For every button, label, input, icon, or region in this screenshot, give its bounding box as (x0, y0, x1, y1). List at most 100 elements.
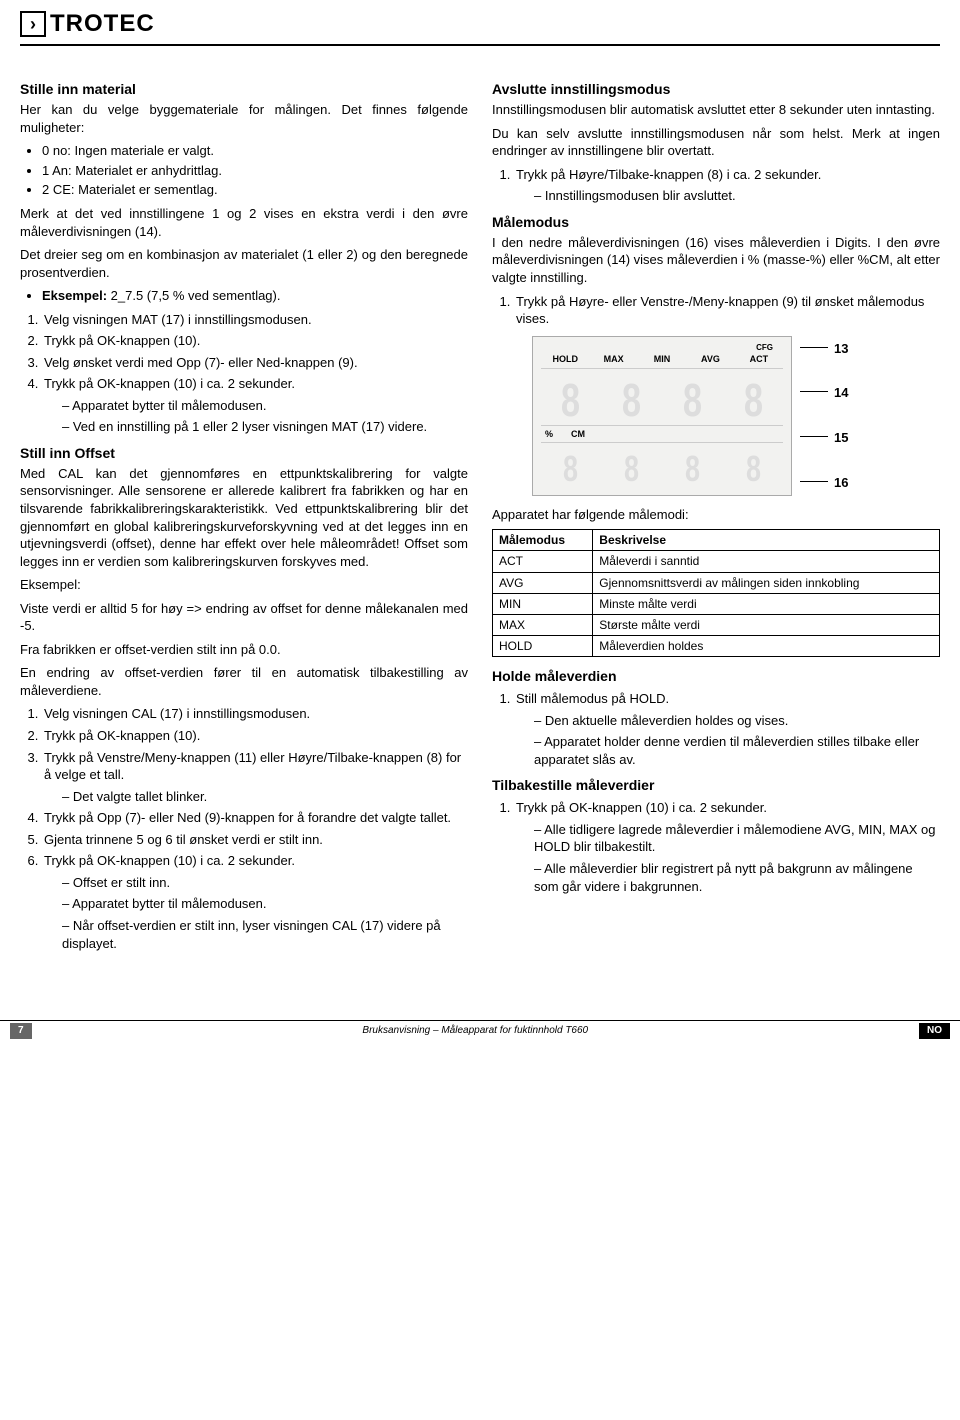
table-row: MAXStørste målte verdi (493, 615, 940, 636)
heading-avslutte-innstillingsmodus: Avslutte innstillingsmodus (492, 80, 940, 99)
list-item: Velg ønsket verdi med Opp (7)- eller Ned… (42, 354, 468, 372)
table-cell: Måleverdi i sanntid (593, 551, 940, 572)
sub-list: Apparatet bytter til målemodusen. Ved en… (44, 397, 468, 436)
table-cell: MAX (493, 615, 593, 636)
table-header: Målemodus (493, 530, 593, 551)
paragraph: Viste verdi er alltid 5 for høy => endri… (20, 600, 468, 635)
page-lang: NO (919, 1023, 950, 1039)
seven-segment-icon (665, 447, 720, 485)
pointer-16: 16 (800, 474, 848, 492)
heading-holde-maleverdien: Holde måleverdien (492, 667, 940, 686)
table-row: MINMinste målte verdi (493, 593, 940, 614)
sub-item: Offset er stilt inn. (62, 874, 468, 892)
list-item: Trykk på OK-knappen (10). (42, 727, 468, 745)
table-cell: ACT (493, 551, 593, 572)
pointer-13: 13 (800, 340, 848, 358)
page-body: Stille inn material Her kan du velge byg… (0, 46, 960, 960)
sub-list: Den aktuelle måleverdien holdes og vises… (516, 712, 940, 769)
brand-chevron-icon: › (20, 11, 46, 37)
seven-segment-icon (604, 373, 659, 421)
lcd-label-act: ACT (735, 353, 783, 365)
page-header: › TROTEC (20, 0, 940, 46)
seven-segment-icon (543, 373, 598, 421)
table-header: Beskrivelse (593, 530, 940, 551)
seven-segment-icon (604, 447, 659, 485)
paragraph: Du kan selv avslutte innstillingsmodusen… (492, 125, 940, 160)
numbered-list: Trykk på Høyre/Tilbake-knappen (8) i ca.… (492, 166, 940, 205)
step-text: Trykk på Venstre/Meny-knappen (11) eller… (44, 750, 461, 783)
paragraph: Fra fabrikken er offset-verdien stilt in… (20, 641, 468, 659)
seven-segment-icon (726, 373, 781, 421)
seven-segment-icon (665, 373, 720, 421)
example-text: 2_7.5 (7,5 % ved sementlag). (107, 288, 280, 303)
paragraph: Med CAL kan det gjennomføres en ettpunkt… (20, 465, 468, 570)
table-cell: Måleverdien holdes (593, 636, 940, 657)
lcd-label-hold: HOLD (541, 353, 589, 365)
sub-list: Alle tidligere lagrede måleverdier i mål… (516, 821, 940, 895)
table-header-row: Målemodus Beskrivelse (493, 530, 940, 551)
paragraph: I den nedre måleverdivisningen (16) vise… (492, 234, 940, 287)
list-item: 0 no: Ingen materiale er valgt. (42, 142, 468, 160)
list-item: Velg visningen MAT (17) i innstillingsmo… (42, 311, 468, 329)
lcd-label-avg: AVG (686, 353, 734, 365)
numbered-list: Velg visningen CAL (17) i innstillingsmo… (20, 705, 468, 952)
table-cell: Gjennomsnittsverdi av målingen siden inn… (593, 572, 940, 593)
lcd-pointer-labels: 13 14 15 16 (800, 336, 848, 496)
numbered-list: Still målemodus på HOLD. Den aktuelle må… (492, 690, 940, 768)
list-item: Eksempel: 2_7.5 (7,5 % ved sementlag). (42, 287, 468, 305)
list-item: Trykk på Høyre/Tilbake-knappen (8) i ca.… (514, 166, 940, 205)
step-text: Trykk på OK-knappen (10) i ca. 2 sekunde… (516, 800, 767, 815)
page-footer: 7 Bruksanvisning – Måleapparat for fukti… (0, 1020, 960, 1045)
lcd-display: CFG HOLD MAX MIN AVG ACT % CM (532, 336, 792, 496)
sub-item: Når offset-verdien er stilt inn, lyser v… (62, 917, 468, 952)
list-item: Trykk på OK-knappen (10). (42, 332, 468, 350)
heading-malemodus: Målemodus (492, 213, 940, 232)
lcd-upper-digits (541, 369, 783, 425)
list-item: 2 CE: Materialet er sementlag. (42, 181, 468, 199)
sub-list: Det valgte tallet blinker. (44, 788, 468, 806)
sub-item: Alle tidligere lagrede måleverdier i mål… (534, 821, 940, 856)
step-text: Trykk på Høyre/Tilbake-knappen (8) i ca.… (516, 167, 821, 182)
paragraph: En endring av offset-verdien fører til e… (20, 664, 468, 699)
numbered-list: Velg visningen MAT (17) i innstillingsmo… (20, 311, 468, 436)
numbered-list: Trykk på Høyre- eller Venstre-/Meny-knap… (492, 293, 940, 328)
lcd-lower-digits (541, 443, 783, 489)
lcd-label-max: MAX (589, 353, 637, 365)
table-row: ACTMåleverdi i sanntid (493, 551, 940, 572)
list-item: Trykk på Venstre/Meny-knappen (11) eller… (42, 749, 468, 806)
table-cell: AVG (493, 572, 593, 593)
numbered-list: Trykk på OK-knappen (10) i ca. 2 sekunde… (492, 799, 940, 895)
list-item: 1 An: Materialet er anhydrittlag. (42, 162, 468, 180)
list-item: Trykk på OK-knappen (10) i ca. 2 sekunde… (42, 852, 468, 952)
list-item: Still målemodus på HOLD. Den aktuelle må… (514, 690, 940, 768)
pointer-15: 15 (800, 429, 848, 447)
table-cell: Minste målte verdi (593, 593, 940, 614)
table-row: HOLDMåleverdien holdes (493, 636, 940, 657)
lcd-top-row: HOLD MAX MIN AVG ACT (541, 353, 783, 368)
step-text: Still målemodus på HOLD. (516, 691, 669, 706)
sub-item: Den aktuelle måleverdien holdes og vises… (534, 712, 940, 730)
table-cell: MIN (493, 593, 593, 614)
sub-item: Apparatet holder denne verdien til målev… (534, 733, 940, 768)
footer-title: Bruksanvisning – Måleapparat for fuktinn… (362, 1024, 588, 1038)
list-item: Velg visningen CAL (17) i innstillingsmo… (42, 705, 468, 723)
paragraph: Eksempel: (20, 576, 468, 594)
sub-item: Alle måleverdier blir registrert på nytt… (534, 860, 940, 895)
heading-tilbakestille-maleverdier: Tilbakestille måleverdier (492, 776, 940, 795)
sub-item: Apparatet bytter til målemodusen. (62, 397, 468, 415)
lcd-cfg-label: CFG (541, 343, 783, 354)
sub-item: Det valgte tallet blinker. (62, 788, 468, 806)
pointer-14: 14 (800, 384, 848, 402)
list-item: Trykk på OK-knappen (10) i ca. 2 sekunde… (514, 799, 940, 895)
step-text: Trykk på OK-knappen (10) i ca. 2 sekunde… (44, 376, 295, 391)
paragraph: Innstillingsmodusen blir automatisk avsl… (492, 101, 940, 119)
seven-segment-icon (726, 447, 781, 485)
mode-table: Målemodus Beskrivelse ACTMåleverdi i san… (492, 529, 940, 657)
sub-item: Innstillingsmodusen blir avsluttet. (534, 187, 940, 205)
brand-name: TROTEC (50, 8, 155, 40)
list-item: Trykk på Høyre- eller Venstre-/Meny-knap… (514, 293, 940, 328)
paragraph: Merk at det ved innstillingene 1 og 2 vi… (20, 205, 468, 240)
table-caption: Apparatet har følgende målemodi: (492, 506, 940, 524)
list-item: Trykk på OK-knappen (10) i ca. 2 sekunde… (42, 375, 468, 436)
paragraph: Det dreier seg om en kombinasjon av mate… (20, 246, 468, 281)
